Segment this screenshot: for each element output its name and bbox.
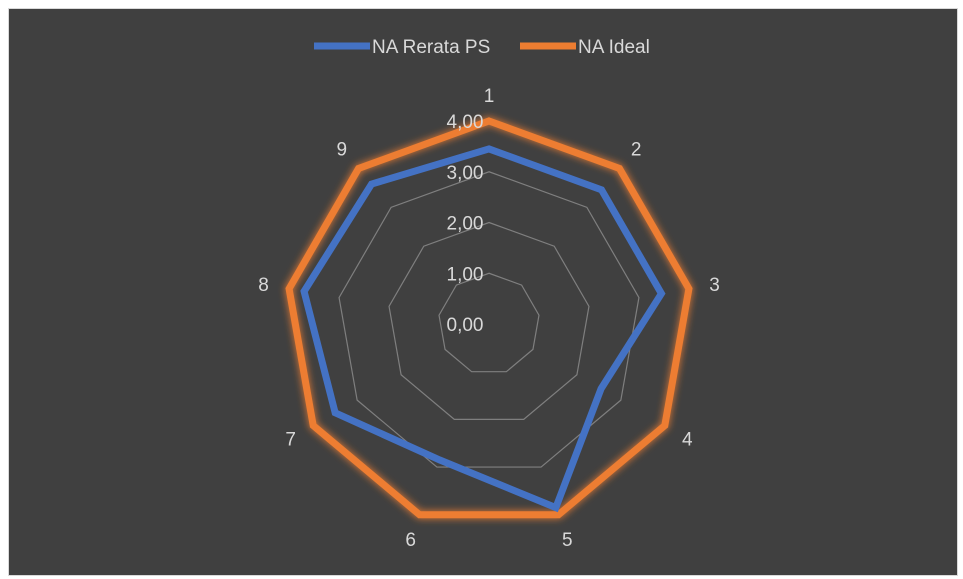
category-label: 6 xyxy=(405,530,416,551)
category-label: 1 xyxy=(484,86,495,107)
tick-label: 0,00 xyxy=(447,315,484,336)
category-label: 2 xyxy=(631,140,642,161)
legend-label: NA Rerata PS xyxy=(372,37,490,58)
category-label: 4 xyxy=(682,430,693,451)
tick-label: 1,00 xyxy=(447,264,484,285)
label-layer: 0,00 1,00 2,00 3,00 4,001 2 3 4 5 6 7 8 9 xyxy=(258,86,720,551)
grid-ring-3 xyxy=(338,171,640,468)
legend: NA Rerata PS NA Ideal xyxy=(314,37,650,58)
grid-ring-1 xyxy=(438,272,540,373)
category-label: 3 xyxy=(709,275,720,296)
grid-ring-2 xyxy=(388,221,590,420)
tick-label: 2,00 xyxy=(447,214,484,235)
tick-label: 4,00 xyxy=(447,112,484,133)
series-line-0 xyxy=(300,145,666,513)
tick-label: 3,00 xyxy=(447,163,484,184)
series-line-1 xyxy=(285,117,693,519)
series-layer xyxy=(285,117,693,519)
category-label: 7 xyxy=(285,430,296,451)
category-label: 5 xyxy=(562,530,573,551)
legend-label: NA Ideal xyxy=(578,37,650,58)
category-label: 9 xyxy=(337,140,348,161)
category-label: 8 xyxy=(258,275,269,296)
